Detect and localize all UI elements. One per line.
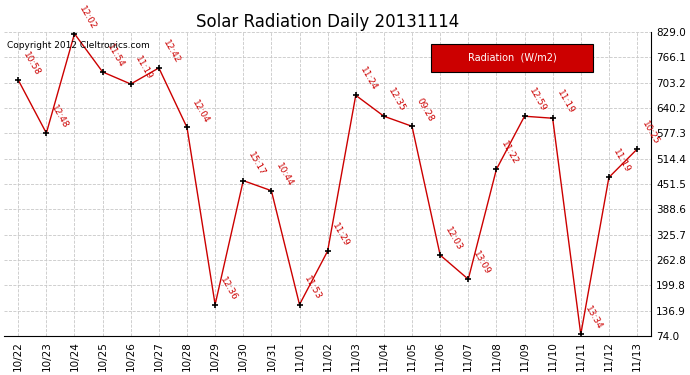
- Text: 11:53: 11:53: [302, 275, 323, 302]
- Text: 11:22: 11:22: [499, 140, 520, 166]
- Text: Radiation  (W/m2): Radiation (W/m2): [468, 53, 556, 63]
- Text: 12:48: 12:48: [49, 104, 70, 130]
- Text: 11:19: 11:19: [611, 148, 633, 175]
- Text: 11:24: 11:24: [359, 66, 379, 93]
- Text: 13:34: 13:34: [584, 305, 604, 332]
- Text: 10:58: 10:58: [21, 50, 41, 77]
- Text: 12:36: 12:36: [218, 275, 239, 302]
- Text: Copyright 2012 Cleltronics.com: Copyright 2012 Cleltronics.com: [8, 41, 150, 50]
- Text: 11:19: 11:19: [134, 54, 155, 81]
- Text: 10:25: 10:25: [640, 120, 660, 147]
- Text: 12:02: 12:02: [77, 4, 98, 31]
- Text: 12:35: 12:35: [386, 87, 407, 114]
- Text: 11:29: 11:29: [331, 222, 351, 248]
- Text: 13:09: 13:09: [471, 249, 492, 276]
- Text: 11:54: 11:54: [106, 42, 126, 69]
- Text: 10:44: 10:44: [274, 161, 295, 188]
- Title: Solar Radiation Daily 20131114: Solar Radiation Daily 20131114: [196, 12, 460, 30]
- Text: 12:03: 12:03: [443, 225, 464, 252]
- Text: 15:17: 15:17: [246, 151, 267, 178]
- Text: 09:28: 09:28: [415, 97, 435, 123]
- Text: 12:04: 12:04: [190, 98, 210, 125]
- Text: 12:42: 12:42: [161, 39, 182, 65]
- Text: 12:59: 12:59: [527, 87, 548, 114]
- Text: 11:19: 11:19: [555, 88, 576, 116]
- FancyBboxPatch shape: [431, 44, 593, 72]
